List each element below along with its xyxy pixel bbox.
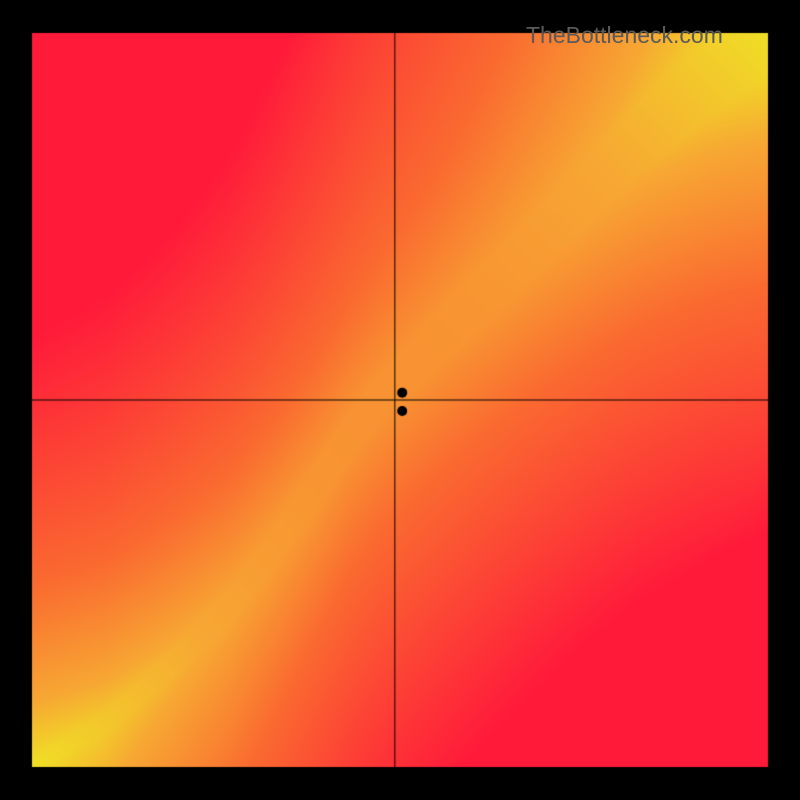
bottleneck-heatmap xyxy=(0,0,800,800)
watermark-label: TheBottleneck.com xyxy=(526,22,723,49)
